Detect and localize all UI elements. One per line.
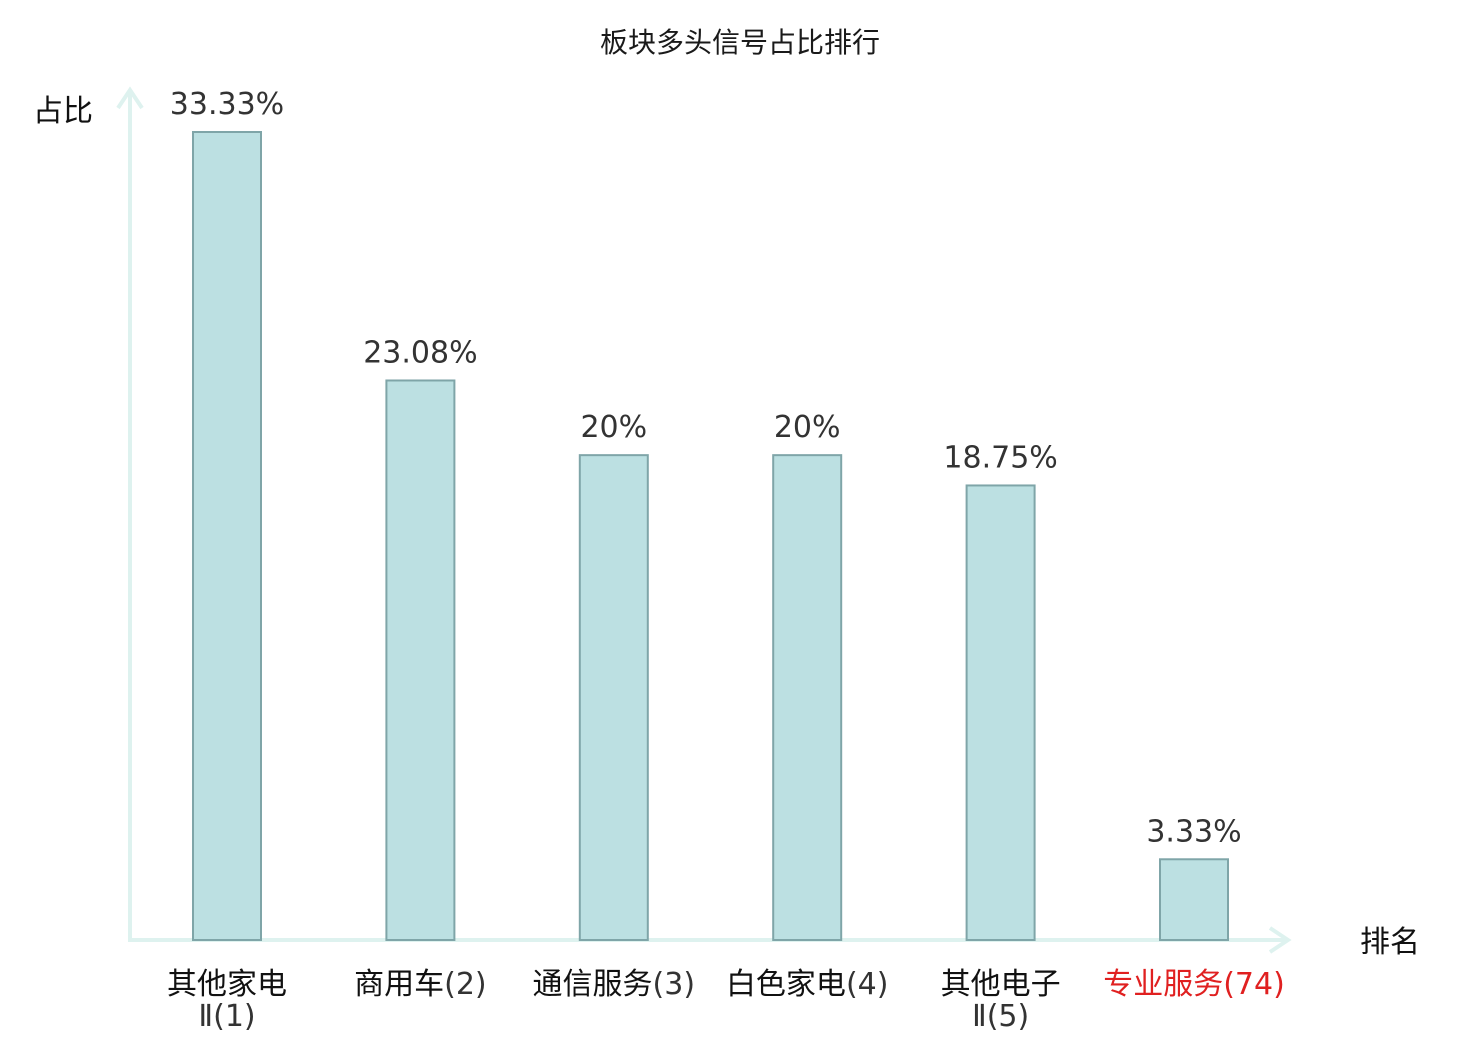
value-labels: 33.33% 23.08% 20% 20% 18.75% 3.33%: [170, 87, 1242, 849]
chart-title: 板块多头信号占比排行: [600, 26, 880, 59]
y-axis-arrow: [116, 86, 144, 110]
category-label: 通信服务(3): [533, 967, 696, 1002]
category-label: 白色家电(4): [726, 967, 889, 1002]
x-axis-arrow: [1268, 926, 1292, 954]
bar-value-label: 20%: [774, 410, 841, 445]
bar-value-label: 18.75%: [943, 440, 1057, 475]
bar: [965, 484, 1036, 941]
bar-value-label: 23.08%: [363, 335, 477, 370]
category-label: 专业服务(74): [1103, 967, 1285, 1002]
y-axis-label: 占比: [33, 94, 93, 129]
axes: [116, 86, 1292, 954]
bar: [578, 454, 649, 941]
category-labels: 其他家电 Ⅱ(1) 商用车(2) 通信服务(3) 白色家电(4) 其他电子 Ⅱ(5) 专业服务…: [167, 967, 1285, 1034]
bar: [772, 454, 843, 941]
category-label: 其他电子 Ⅱ(5): [941, 967, 1061, 1034]
bar: [385, 379, 456, 941]
bar-value-label: 20%: [580, 410, 647, 445]
bar-value-label: 3.33%: [1146, 814, 1241, 849]
bar: [1159, 858, 1229, 941]
bar: [192, 131, 262, 941]
category-label: 商用车(2): [354, 967, 487, 1002]
bars: [192, 131, 1229, 941]
x-axis-label: 排名: [1360, 925, 1420, 960]
category-label: 其他家电 Ⅱ(1): [167, 967, 287, 1034]
bar-value-label: 33.33%: [170, 87, 284, 122]
